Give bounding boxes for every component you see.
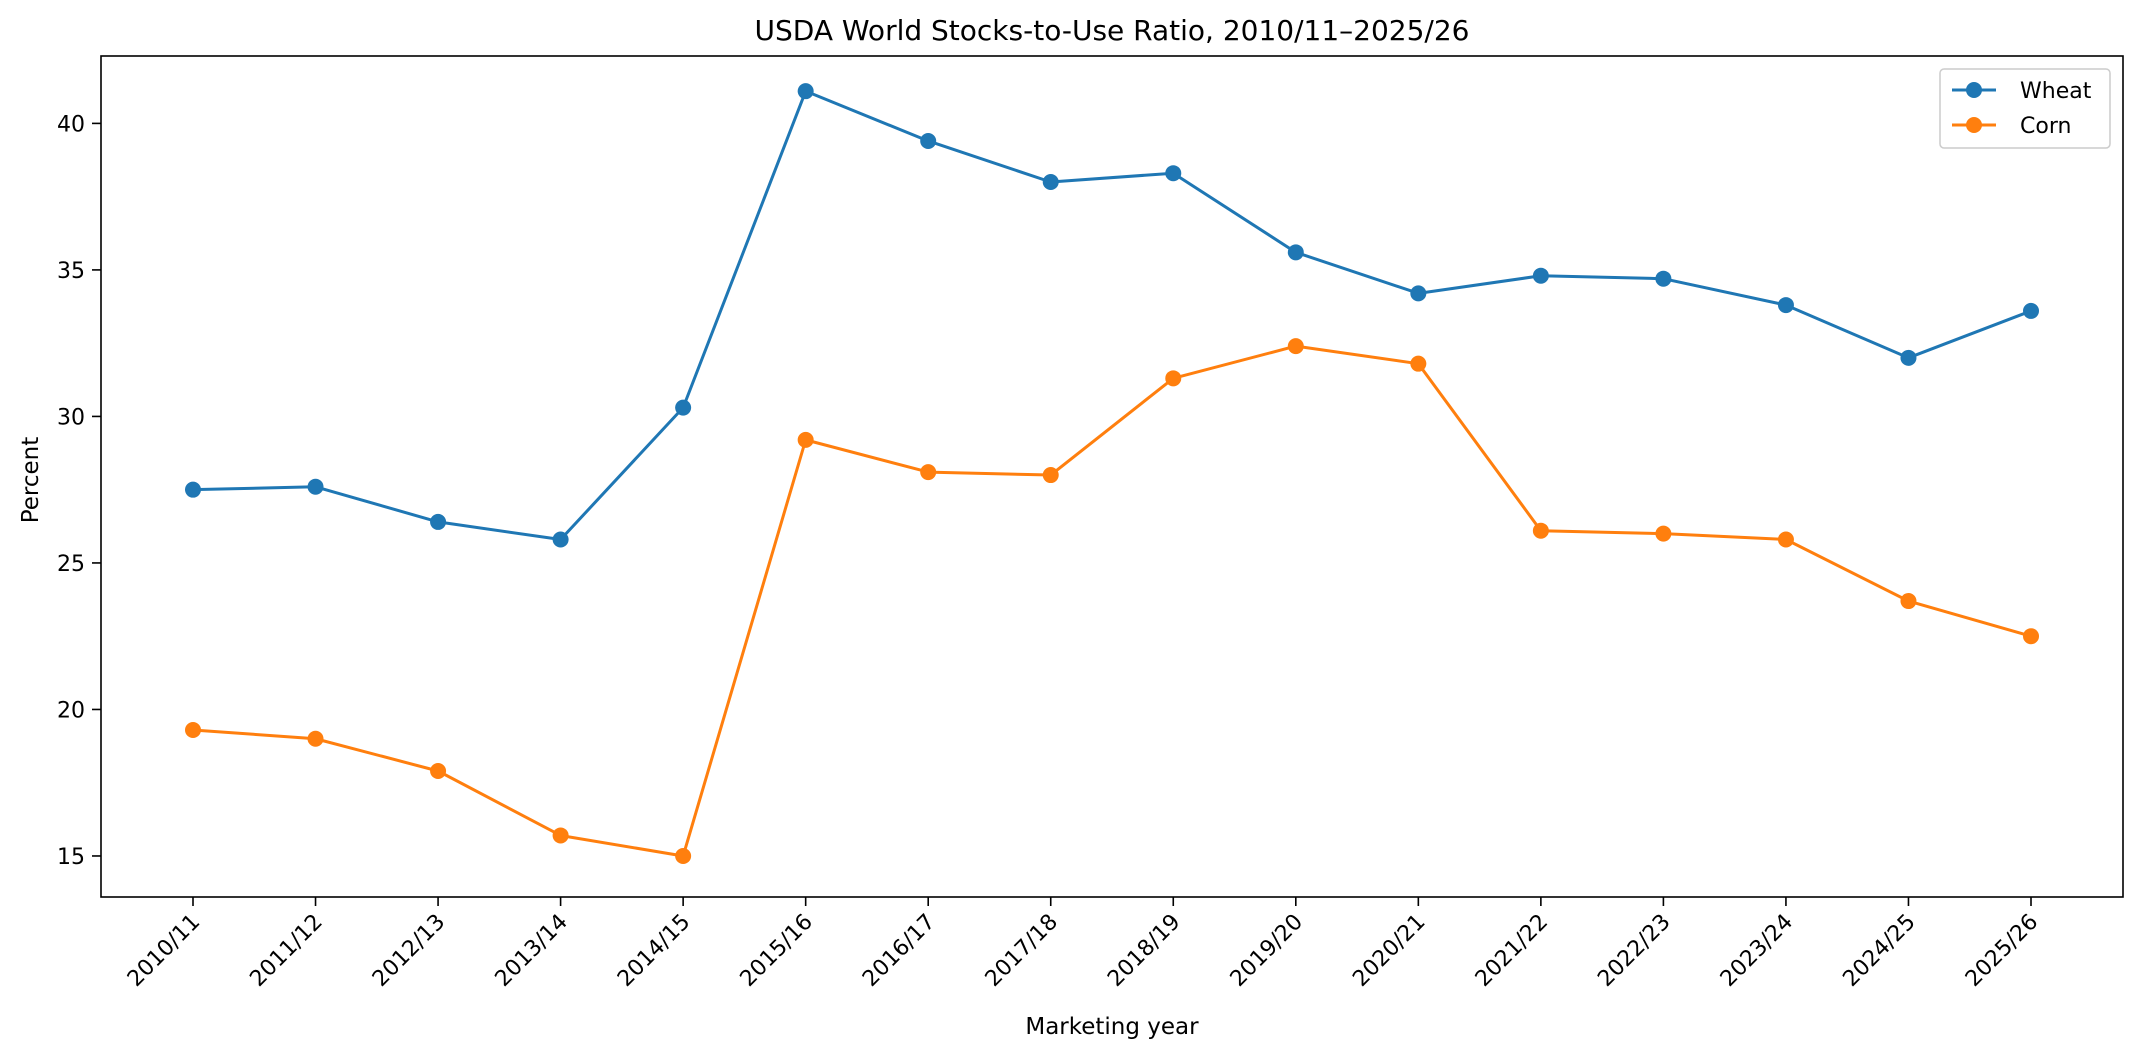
corn-point <box>675 847 692 864</box>
wheat-point <box>1532 267 1549 284</box>
corn-point <box>920 464 937 481</box>
corn-point <box>1287 338 1304 355</box>
wheat-point <box>1655 270 1672 287</box>
wheat-point <box>1042 174 1059 191</box>
chart-title: USDA World Stocks-to-Use Ratio, 2010/11–… <box>755 14 1470 47</box>
x-tick-label: 2012/13 <box>368 910 450 992</box>
legend-corn-marker <box>1966 117 1982 133</box>
wheat-point <box>552 531 569 548</box>
x-tick-label: 2018/19 <box>1103 910 1185 992</box>
wheat-point <box>1287 244 1304 261</box>
corn-point <box>1410 355 1427 372</box>
corn-point <box>1532 522 1549 539</box>
plot-area <box>100 55 2124 898</box>
x-tick-label: 2011/12 <box>245 910 327 992</box>
legend-wheat-marker <box>1966 82 1982 98</box>
y-tick-label: 20 <box>57 698 85 723</box>
x-tick-label: 2017/18 <box>981 910 1063 992</box>
corn-point <box>1900 593 1917 610</box>
x-tick-label: 2022/23 <box>1593 910 1675 992</box>
x-tick-label: 2014/15 <box>613 910 695 992</box>
y-axis-label: Percent <box>18 437 44 524</box>
corn-point <box>1777 531 1794 548</box>
corn-point <box>430 762 447 779</box>
y-tick-label: 40 <box>57 112 85 137</box>
y-axis: 15 20 25 30 35 40 <box>57 112 101 870</box>
wheat-point <box>675 399 692 416</box>
corn-point <box>552 827 569 844</box>
x-tick-label: 2021/22 <box>1471 910 1553 992</box>
x-tick-label: 2019/20 <box>1226 910 1308 992</box>
corn-point <box>1042 467 1059 484</box>
x-tick-label: 2013/14 <box>491 910 573 992</box>
wheat-point <box>920 132 937 149</box>
series-layer <box>185 83 2039 864</box>
wheat-point <box>1165 165 1182 182</box>
corn-point <box>2023 628 2039 645</box>
legend-corn-label: Corn <box>2020 114 2071 139</box>
wheat-point <box>2023 302 2039 319</box>
corn-line <box>192 344 2032 858</box>
y-tick-label: 15 <box>57 845 85 870</box>
x-axis-label: Marketing year <box>1025 1014 1199 1040</box>
y-tick-label: 25 <box>57 552 85 577</box>
wheat-point <box>307 478 324 495</box>
corn-point <box>797 431 814 448</box>
x-tick-label: 2024/25 <box>1838 910 1920 992</box>
y-tick-label: 35 <box>57 259 85 284</box>
corn-point <box>307 730 324 747</box>
x-tick-label: 2023/24 <box>1716 910 1798 992</box>
x-tick-label: 2020/21 <box>1348 910 1430 992</box>
corn-point <box>1165 370 1182 387</box>
corn-point <box>1655 525 1672 542</box>
corn-point <box>185 721 201 738</box>
legend: Wheat Corn <box>1939 68 2111 149</box>
wheat-point <box>1900 349 1917 366</box>
x-axis: 2010/11 2011/12 2012/13 2013/14 2014/15 2015/… <box>123 897 2043 992</box>
wheat-point <box>797 83 814 100</box>
x-tick-label: 2025/26 <box>1961 910 2043 992</box>
x-tick-label: 2016/17 <box>858 910 940 992</box>
x-tick-label: 2015/16 <box>736 910 818 992</box>
wheat-line <box>192 89 2032 542</box>
wheat-point <box>430 513 447 530</box>
x-tick-label: 2010/11 <box>123 910 205 992</box>
y-tick-label: 30 <box>57 405 85 430</box>
legend-wheat-label: Wheat <box>2020 79 2092 104</box>
wheat-point <box>1777 297 1794 314</box>
wheat-point <box>185 481 201 498</box>
wheat-point <box>1410 285 1427 302</box>
